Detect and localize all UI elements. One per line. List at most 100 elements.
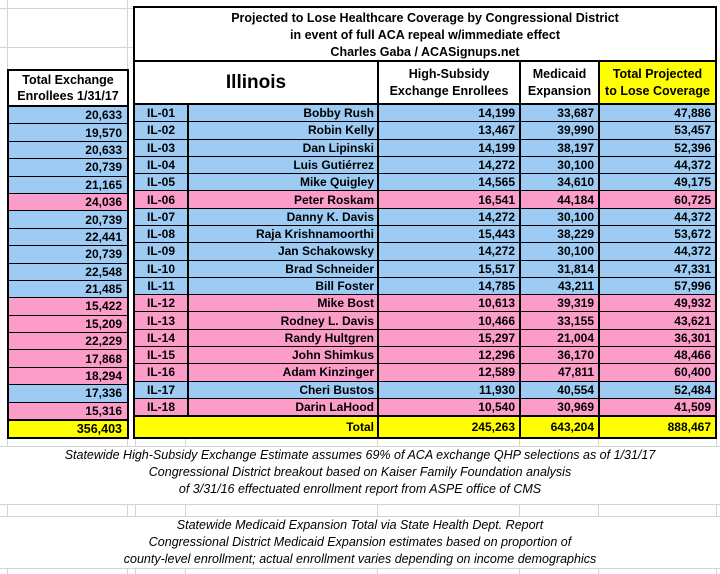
medicaid-cell[interactable]: 30,969 [519, 398, 598, 416]
district-cell[interactable]: IL-03 [146, 140, 175, 155]
rep-name-cell[interactable]: Robin Kelly [187, 122, 377, 139]
district-cell[interactable]: IL-11 [147, 278, 175, 293]
medicaid-cell[interactable]: 43,211 [519, 277, 598, 295]
rep-name-cell[interactable]: Danny K. Davis [187, 208, 377, 225]
rep-name-cell[interactable]: John Shimkus [187, 346, 377, 364]
exchange-value-cell[interactable]: 22,548 [85, 264, 122, 279]
projected-total-cell[interactable]: 41,509 [598, 398, 715, 416]
projected-total-cell[interactable]: 44,372 [598, 243, 715, 260]
table-title[interactable]: Projected to Lose Healthcare Coverage by… [135, 8, 715, 62]
high-subsidy-cell[interactable]: 10,540 [377, 398, 519, 416]
high-subsidy-cell[interactable]: 14,565 [377, 174, 519, 191]
district-cell[interactable]: IL-07 [146, 209, 175, 224]
district-cell[interactable]: IL-12 [146, 296, 175, 311]
district-cell[interactable]: IL-04 [146, 157, 175, 172]
exchange-value-cell[interactable]: 20,739 [85, 160, 122, 175]
exchange-value-cell[interactable]: 19,570 [85, 125, 122, 140]
exchange-value-cell[interactable]: 22,441 [85, 229, 122, 244]
exchange-value-cell[interactable]: 21,485 [85, 282, 122, 297]
high-subsidy-cell[interactable]: 15,443 [377, 225, 519, 243]
rep-name-cell[interactable]: Jan Schakowsky [187, 243, 377, 260]
exchange-value-cell[interactable]: 17,868 [85, 351, 122, 366]
rep-name-cell[interactable]: Rodney L. Davis [187, 312, 377, 329]
exchange-value-cell[interactable]: 18,294 [85, 369, 122, 384]
high-subsidy-cell[interactable]: 15,297 [377, 329, 519, 346]
exchange-value-cell[interactable]: 22,229 [85, 334, 122, 349]
projected-total-cell[interactable]: 43,621 [598, 312, 715, 329]
district-cell[interactable]: IL-10 [146, 261, 175, 276]
rep-name-cell[interactable]: Cheri Bustos [187, 381, 377, 398]
rep-name-cell[interactable]: Luis Gutiérrez [187, 156, 377, 174]
medicaid-cell[interactable]: 34,610 [519, 174, 598, 191]
exchange-value-cell[interactable]: 15,209 [85, 316, 122, 331]
district-cell[interactable]: IL-18 [146, 399, 175, 414]
high-subsidy-cell[interactable]: 14,199 [377, 105, 519, 122]
medicaid-cell[interactable]: 38,229 [519, 225, 598, 243]
footnote-line[interactable]: Statewide High-Subsidy Exchange Estimate… [64, 448, 656, 462]
district-cell[interactable]: IL-08 [146, 227, 175, 242]
exchange-value-cell[interactable]: 20,633 [85, 142, 122, 157]
rep-name-cell[interactable]: Raja Krishnamoorthi [187, 225, 377, 243]
projected-total-cell[interactable]: 52,484 [598, 381, 715, 398]
rep-name-cell[interactable]: Mike Bost [187, 295, 377, 312]
medicaid-cell[interactable]: 39,319 [519, 295, 598, 312]
high-subsidy-header-cell[interactable]: High-Subsidy Exchange Enrollees [377, 62, 519, 103]
district-cell[interactable]: IL-13 [146, 313, 175, 328]
high-subsidy-cell[interactable]: 16,541 [377, 191, 519, 208]
rep-name-cell[interactable]: Peter Roskam [187, 191, 377, 208]
district-cell[interactable]: IL-17 [146, 382, 175, 397]
projected-total-cell[interactable]: 44,372 [598, 156, 715, 174]
medicaid-cell[interactable]: 38,197 [519, 139, 598, 156]
high-subsidy-cell[interactable]: 14,272 [377, 243, 519, 260]
exchange-value-cell[interactable]: 20,633 [85, 108, 122, 123]
rep-name-cell[interactable]: Mike Quigley [187, 174, 377, 191]
total-label-cell[interactable]: Total [346, 420, 374, 434]
exchange-total-cell[interactable]: 356,403 [7, 419, 129, 439]
high-subsidy-cell[interactable]: 14,199 [377, 139, 519, 156]
high-subsidy-cell[interactable]: 14,272 [377, 208, 519, 225]
district-cell[interactable]: IL-15 [146, 348, 175, 363]
district-cell[interactable]: IL-01 [146, 106, 175, 121]
medicaid-cell[interactable]: 39,990 [519, 122, 598, 139]
projected-total-cell[interactable]: 48,466 [598, 346, 715, 364]
exchange-value-cell[interactable]: 20,739 [85, 212, 122, 227]
projected-total-cell[interactable]: 60,725 [598, 191, 715, 208]
exchange-value-cell[interactable]: 21,165 [85, 177, 122, 192]
high-subsidy-cell[interactable]: 12,589 [377, 364, 519, 381]
high-subsidy-cell[interactable]: 10,466 [377, 312, 519, 329]
high-subsidy-cell[interactable]: 11,930 [377, 381, 519, 398]
projected-total-cell[interactable]: 36,301 [598, 329, 715, 346]
projected-total-cell[interactable]: 44,372 [598, 208, 715, 225]
projected-total-cell[interactable]: 53,672 [598, 225, 715, 243]
projected-total-cell[interactable]: 49,932 [598, 295, 715, 312]
state-header-cell[interactable]: Illinois [225, 72, 287, 93]
total-high-subsidy-cell[interactable]: 245,263 [377, 417, 519, 437]
footnote-line[interactable]: Congressional District breakout based on… [148, 465, 572, 479]
footnote-line[interactable]: Congressional District Medicaid Expansio… [148, 535, 572, 549]
high-subsidy-cell[interactable]: 15,517 [377, 260, 519, 277]
medicaid-header-cell[interactable]: Medicaid Expansion [519, 62, 598, 103]
high-subsidy-cell[interactable]: 13,467 [377, 122, 519, 139]
medicaid-cell[interactable]: 47,811 [519, 364, 598, 381]
high-subsidy-cell[interactable]: 10,613 [377, 295, 519, 312]
high-subsidy-cell[interactable]: 12,296 [377, 346, 519, 364]
projected-total-cell[interactable]: 60,400 [598, 364, 715, 381]
footnote-line[interactable]: Statewide Medicaid Expansion Total via S… [176, 518, 544, 532]
projected-total-cell[interactable]: 53,457 [598, 122, 715, 139]
total-medicaid-cell[interactable]: 643,204 [519, 417, 598, 437]
exchange-value-cell[interactable]: 17,336 [85, 386, 122, 401]
high-subsidy-cell[interactable]: 14,785 [377, 277, 519, 295]
projected-total-header-cell[interactable]: Total Projected to Lose Coverage [598, 62, 715, 103]
district-cell[interactable]: IL-05 [146, 175, 175, 190]
projected-total-cell[interactable]: 49,175 [598, 174, 715, 191]
projected-total-cell[interactable]: 57,996 [598, 277, 715, 295]
medicaid-cell[interactable]: 33,687 [519, 105, 598, 122]
medicaid-cell[interactable]: 36,170 [519, 346, 598, 364]
medicaid-cell[interactable]: 30,100 [519, 208, 598, 225]
district-cell[interactable]: IL-14 [146, 330, 175, 345]
rep-name-cell[interactable]: Dan Lipinski [187, 139, 377, 156]
exchange-enrollees-header-cell[interactable]: Total Exchange Enrollees 1/31/17 [7, 69, 129, 107]
exchange-value-cell[interactable]: 24,036 [85, 195, 122, 210]
medicaid-cell[interactable]: 30,100 [519, 243, 598, 260]
projected-total-cell[interactable]: 47,886 [598, 105, 715, 122]
